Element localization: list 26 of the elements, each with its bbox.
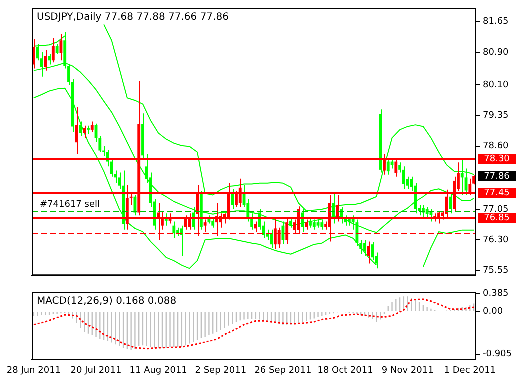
ref-line-label: 78.30 bbox=[484, 154, 510, 164]
ref-line-label: 77.45 bbox=[484, 188, 510, 198]
y-tick-label: 80.90 bbox=[483, 48, 510, 58]
x-tick-label: 1 Dec 2011 bbox=[444, 366, 496, 376]
x-tick-label: 18 Oct 2011 bbox=[318, 366, 374, 376]
chart-title: MACD(12,26,9) 0.168 0.088 bbox=[37, 296, 177, 307]
x-tick-label: 2 Sep 2011 bbox=[195, 366, 247, 376]
y-tick-label: 81.65 bbox=[483, 17, 509, 28]
y-tick-label: 80.10 bbox=[483, 80, 510, 90]
ref-line-label: #741617 sell bbox=[40, 200, 100, 210]
y-tick-label: 0.00 bbox=[483, 307, 504, 318]
y-tick-label: 79.35 bbox=[483, 111, 509, 122]
ref-line-label: 76.85 bbox=[484, 213, 510, 224]
y-tick-label: 78.60 bbox=[483, 142, 510, 152]
x-tick-label: 26 Sep 2011 bbox=[254, 366, 312, 376]
text: 77.86 bbox=[484, 172, 510, 182]
y-tick-label: 77.05 bbox=[483, 204, 509, 215]
chart-title: USDJPY,Daily 77.68 77.88 77.66 77.86 bbox=[37, 12, 229, 23]
x-tick-label: 11 Aug 2011 bbox=[130, 366, 188, 376]
y-tick-label: 75.55 bbox=[483, 266, 509, 276]
y-tick-label: 0.385 bbox=[483, 288, 509, 299]
y-tick-label: 76.30 bbox=[483, 235, 510, 246]
y-tick-label: -0.905 bbox=[483, 350, 512, 360]
x-tick-label: 20 Jul 2011 bbox=[70, 366, 122, 376]
x-tick-label: 28 Jun 2011 bbox=[6, 366, 62, 376]
x-tick-label: 9 Nov 2011 bbox=[382, 366, 434, 376]
